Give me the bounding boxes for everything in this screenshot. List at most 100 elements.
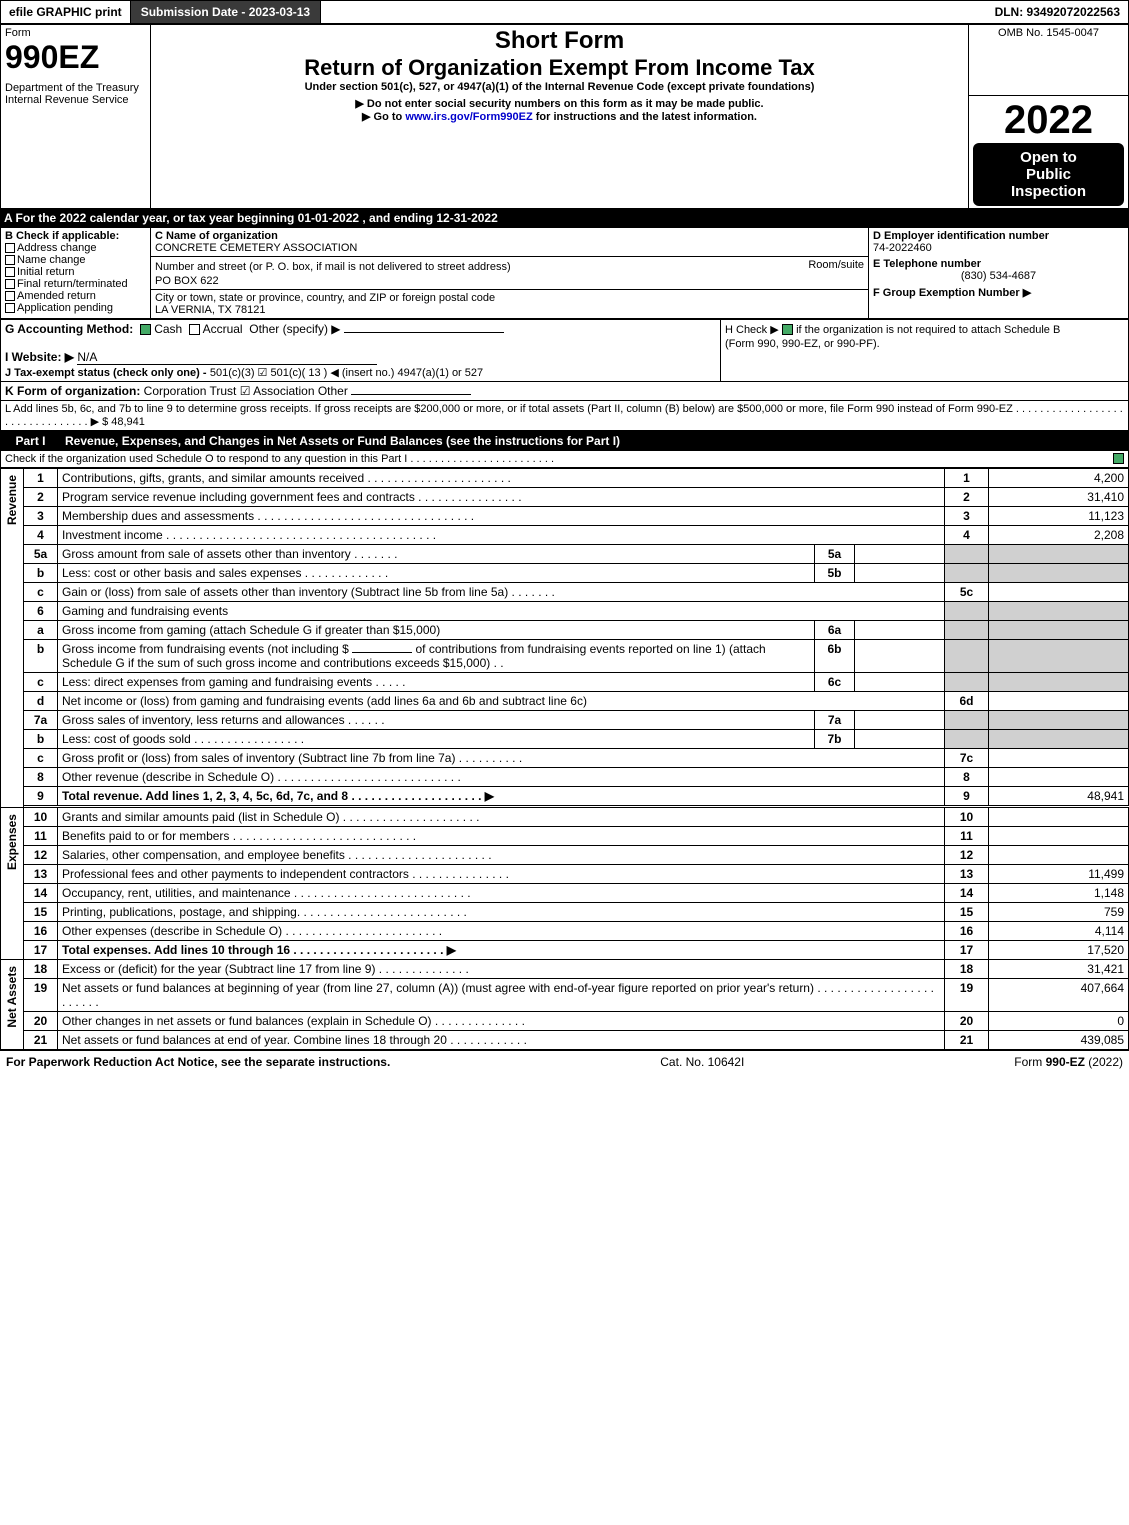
- ein-value: 74-2022460: [873, 242, 1124, 254]
- line-6-num: 6: [24, 601, 58, 620]
- line-5c-desc: Gain or (loss) from sale of assets other…: [58, 582, 945, 601]
- line-5a-num: 5a: [24, 544, 58, 563]
- footer-center: Cat. No. 10642I: [660, 1055, 744, 1069]
- line-2-num: 2: [24, 487, 58, 506]
- submission-date: Submission Date - 2023-03-13: [131, 1, 321, 23]
- line-6d-rnum: 6d: [945, 691, 989, 710]
- line-10-amt: [989, 807, 1129, 826]
- line-6b-sub: 6b: [815, 639, 855, 672]
- line-18-amt: 31,421: [989, 959, 1129, 978]
- g-label: G Accounting Method:: [5, 322, 133, 336]
- line-5a-rnum: [945, 544, 989, 563]
- line-21-rnum: 21: [945, 1030, 989, 1049]
- chk-application-pending[interactable]: Application pending: [5, 302, 146, 314]
- website-value: N/A: [77, 350, 377, 365]
- line-19-desc: Net assets or fund balances at beginning…: [58, 978, 945, 1011]
- line-2-rnum: 2: [945, 487, 989, 506]
- revenue-section-label: Revenue: [5, 471, 19, 529]
- line-9-num: 9: [24, 786, 58, 805]
- h-text2: if the organization is not required to a…: [796, 324, 1060, 336]
- line-6c-rnum: [945, 672, 989, 691]
- line-5c-rnum: 5c: [945, 582, 989, 601]
- line-7c-desc: Gross profit or (loss) from sales of inv…: [58, 748, 945, 767]
- line-5b-amt: [989, 563, 1129, 582]
- chk-cash[interactable]: [140, 324, 151, 335]
- gh-block: G Accounting Method: Cash Accrual Other …: [0, 319, 1129, 382]
- part1-header: Part I Revenue, Expenses, and Changes in…: [0, 431, 1129, 468]
- line-6c-sub: 6c: [815, 672, 855, 691]
- chk-h[interactable]: [782, 324, 793, 335]
- line-10-num: 10: [24, 807, 58, 826]
- line-5b-desc: Less: cost or other basis and sales expe…: [58, 563, 815, 582]
- line-6c-subval[interactable]: [855, 672, 945, 691]
- line-1-rnum: 1: [945, 468, 989, 487]
- chk-address-change[interactable]: Address change: [5, 242, 146, 254]
- line-1-amt: 4,200: [989, 468, 1129, 487]
- city-label: City or town, state or province, country…: [155, 292, 864, 304]
- header-table: Form 990EZ Department of the Treasury In…: [0, 24, 1129, 209]
- chk-schedule-o[interactable]: [1113, 453, 1124, 464]
- line-19-amt: 407,664: [989, 978, 1129, 1011]
- line-6-desc: Gaming and fundraising events: [58, 601, 945, 620]
- line-5b-num: b: [24, 563, 58, 582]
- line-18-desc: Excess or (deficit) for the year (Subtra…: [58, 959, 945, 978]
- line-5c-num: c: [24, 582, 58, 601]
- line-16-rnum: 16: [945, 921, 989, 940]
- line-6a-sub: 6a: [815, 620, 855, 639]
- line-7b-num: b: [24, 729, 58, 748]
- line-21-amt: 439,085: [989, 1030, 1129, 1049]
- line-14-desc: Occupancy, rent, utilities, and maintena…: [58, 883, 945, 902]
- form-number: 990EZ: [5, 39, 146, 76]
- line-6a-desc: Gross income from gaming (attach Schedul…: [58, 620, 815, 639]
- cash-label: Cash: [154, 322, 182, 336]
- line-7a-subval[interactable]: [855, 710, 945, 729]
- chk-initial-return[interactable]: Initial return: [5, 266, 146, 278]
- line-21-desc: Net assets or fund balances at end of ye…: [58, 1030, 945, 1049]
- line-4-desc: Investment income . . . . . . . . . . . …: [58, 525, 945, 544]
- line-7b-subval[interactable]: [855, 729, 945, 748]
- line-8-amt: [989, 767, 1129, 786]
- line-6b-subval[interactable]: [855, 639, 945, 672]
- line-a: A For the 2022 calendar year, or tax yea…: [0, 209, 1129, 227]
- k-other-line[interactable]: [351, 394, 471, 395]
- line-6b-amt: [989, 639, 1129, 672]
- line-1-num: 1: [24, 468, 58, 487]
- line-3-desc: Membership dues and assessments . . . . …: [58, 506, 945, 525]
- c-name-label: C Name of organization: [155, 230, 864, 242]
- k-line: K Form of organization: Corporation Trus…: [0, 382, 1129, 401]
- other-specify-line[interactable]: [344, 332, 504, 333]
- accrual-label: Accrual: [203, 322, 243, 336]
- goto-link[interactable]: www.irs.gov/Form990EZ: [405, 111, 532, 123]
- f-group-exemption: F Group Exemption Number ▶: [873, 286, 1124, 299]
- line-12-amt: [989, 845, 1129, 864]
- line-7c-num: c: [24, 748, 58, 767]
- e-phone-label: E Telephone number: [873, 258, 1124, 270]
- line-7b-sub: 7b: [815, 729, 855, 748]
- line-11-rnum: 11: [945, 826, 989, 845]
- line-17-num: 17: [24, 940, 58, 959]
- line-5a-subval[interactable]: [855, 544, 945, 563]
- chk-final-return[interactable]: Final return/terminated: [5, 278, 146, 290]
- line-5c-amt: [989, 582, 1129, 601]
- line-17-amt: 17,520: [989, 940, 1129, 959]
- org-name: CONCRETE CEMETERY ASSOCIATION: [155, 242, 864, 254]
- line-3-rnum: 3: [945, 506, 989, 525]
- part1-label: Part I: [1, 431, 61, 450]
- netassets-section-label: Net Assets: [5, 962, 19, 1032]
- chk-name-change[interactable]: Name change: [5, 254, 146, 266]
- short-form-title: Short Form: [155, 27, 964, 55]
- open-public-inspection: Open to Public Inspection: [973, 143, 1124, 206]
- line-4-amt: 2,208: [989, 525, 1129, 544]
- line-11-amt: [989, 826, 1129, 845]
- line-20-amt: 0: [989, 1011, 1129, 1030]
- j-tax-exempt-label: J Tax-exempt status (check only one) -: [5, 367, 207, 379]
- chk-amended-return[interactable]: Amended return: [5, 290, 146, 302]
- line-7a-rnum: [945, 710, 989, 729]
- line-20-rnum: 20: [945, 1011, 989, 1030]
- efile-label[interactable]: efile GRAPHIC print: [1, 1, 131, 23]
- line-12-desc: Salaries, other compensation, and employ…: [58, 845, 945, 864]
- line-6a-subval[interactable]: [855, 620, 945, 639]
- line-15-desc: Printing, publications, postage, and shi…: [58, 902, 945, 921]
- line-5b-subval[interactable]: [855, 563, 945, 582]
- chk-accrual[interactable]: [189, 324, 200, 335]
